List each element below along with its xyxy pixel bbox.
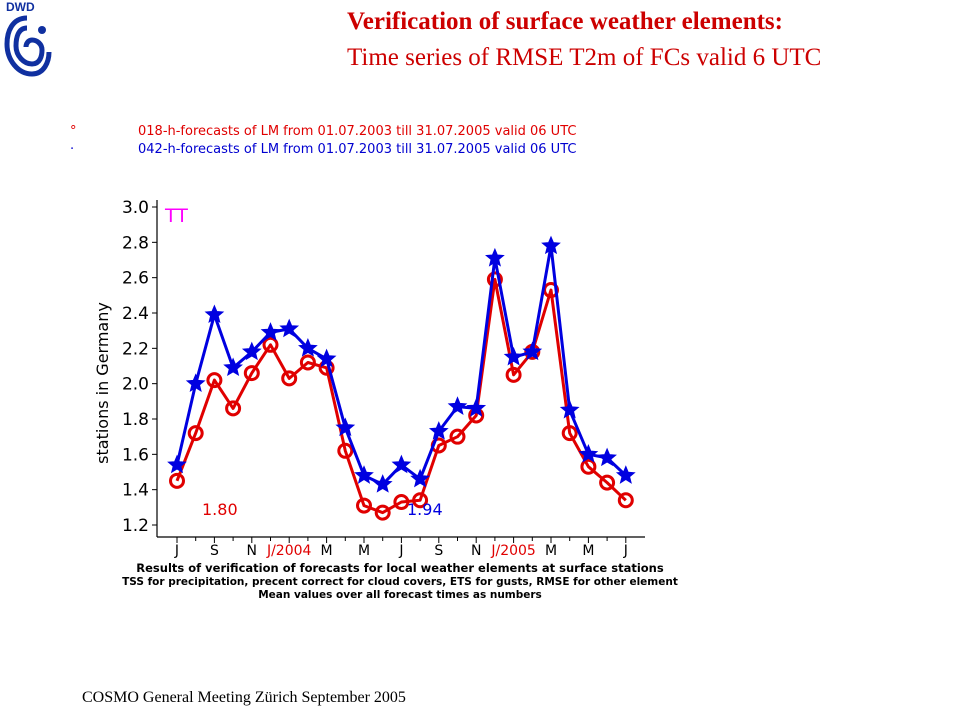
mean-label-042h: 1.94: [407, 500, 443, 519]
data-point-star: [372, 474, 393, 493]
data-point-circle: [505, 366, 522, 383]
data-point-star: [279, 318, 300, 338]
data-point-circle: [599, 474, 616, 491]
x-tick-label: S: [210, 543, 219, 559]
data-point-circle: [262, 336, 279, 353]
data-point-star: [410, 468, 430, 488]
y-tick-label: 2.0: [122, 375, 149, 395]
y-tick-label: 2.8: [122, 233, 149, 253]
chart-caption-line: Results of verification of forecasts for…: [136, 561, 664, 575]
chart-caption-line: TSS for precipitation, precent correct f…: [122, 576, 678, 588]
y-tick-label: 3.0: [122, 198, 149, 218]
data-point-circle: [449, 428, 466, 445]
y-tick-label: 1.2: [122, 516, 149, 536]
chart-caption-line: Mean values over all forecast times as n…: [258, 589, 542, 601]
x-tick-label: M: [545, 543, 557, 559]
data-point-star: [167, 454, 187, 474]
data-point-circle: [543, 282, 559, 299]
data-point-circle: [187, 425, 204, 442]
data-point-star: [578, 443, 599, 463]
x-tick-label: N: [471, 543, 481, 559]
element-label: TT: [164, 205, 188, 227]
page-title: Verification of surface weather elements…: [347, 8, 783, 35]
y-tick-label: 1.6: [122, 445, 149, 465]
data-point-circle: [412, 492, 429, 509]
x-tick-label: M: [358, 543, 370, 559]
data-point-circle: [617, 492, 634, 509]
data-point-circle: [374, 504, 391, 521]
y-tick-label: 2.6: [122, 269, 149, 289]
data-point-circle: [430, 437, 447, 454]
data-point-circle: [524, 343, 541, 360]
y-tick-label: 2.4: [122, 304, 149, 324]
data-point-circle: [561, 425, 578, 442]
data-point-circle: [169, 472, 185, 489]
data-point-star: [335, 417, 356, 437]
dwd-logo: [2, 0, 52, 80]
series-line: [175, 244, 627, 486]
data-point-star: [391, 454, 412, 474]
x-tick-label: J/2005: [490, 543, 535, 559]
data-point-circle: [318, 359, 335, 376]
legend-label-042h: 042-h-forecasts of LM from 01.07.2003 ti…: [138, 142, 577, 157]
data-point-circle: [356, 497, 372, 514]
data-point-star: [316, 348, 337, 368]
data-point-star: [354, 465, 374, 484]
data-point-star: [447, 396, 468, 415]
data-point-star: [485, 247, 505, 267]
x-tick-label: M: [582, 543, 594, 559]
data-point-star: [223, 357, 243, 377]
series-line: [175, 277, 627, 515]
data-point-star: [428, 421, 449, 440]
data-point-circle: [225, 400, 242, 417]
data-point-star: [185, 373, 206, 392]
data-point-star: [503, 346, 524, 366]
x-tick-label: J: [398, 543, 403, 559]
data-point-circle: [486, 271, 503, 288]
data-point-circle: [206, 372, 223, 389]
data-point-circle: [243, 365, 260, 382]
data-point-circle: [299, 354, 316, 371]
y-tick-label: 1.4: [122, 481, 149, 501]
data-point-circle: [337, 442, 354, 459]
footer-text: COSMO General Meeting Zürich September 2…: [82, 689, 406, 706]
data-point-circle: [580, 458, 597, 475]
data-point-circle: [468, 407, 485, 424]
legend-entry-042h: · 042-h-forecasts of LM from 01.07.2003 …: [70, 142, 576, 157]
data-point-star: [298, 337, 318, 357]
data-point-star: [597, 447, 617, 467]
legend-label-018h: 018-h-forecasts of LM from 01.07.2003 ti…: [138, 124, 577, 139]
page-subtitle: Time series of RMSE T2m of FCs valid 6 U…: [347, 44, 822, 71]
data-point-star: [541, 235, 561, 255]
data-point-star: [204, 304, 225, 324]
data-point-star: [466, 398, 487, 417]
series-018h: [169, 271, 634, 521]
data-point-circle: [393, 494, 410, 511]
series-042h: [167, 235, 636, 493]
data-point-star: [260, 322, 281, 341]
data-point-star: [522, 341, 543, 361]
x-tick-label: J/2004: [266, 543, 312, 559]
data-point-star: [559, 399, 580, 419]
y-tick-label: 2.2: [122, 339, 149, 359]
y-tick-label: 1.8: [122, 410, 149, 430]
data-point-star: [615, 465, 636, 484]
y-axis-label: stations in Germany: [93, 302, 112, 464]
data-point-circle: [281, 370, 298, 387]
x-tick-label: M: [321, 543, 333, 559]
legend-marker-star: ·: [70, 142, 75, 157]
x-tick-label: S: [434, 543, 443, 559]
mean-label-018h: 1.80: [202, 500, 238, 519]
logo-text: DWD: [6, 0, 35, 14]
dwd-logo-icon: [4, 15, 52, 77]
x-tick-label: N: [247, 543, 257, 559]
legend-marker-circle: °: [70, 124, 77, 139]
x-tick-label: J: [174, 543, 179, 559]
legend-entry-018h: ° 018-h-forecasts of LM from 01.07.2003 …: [70, 124, 576, 139]
data-point-star: [241, 341, 262, 361]
x-tick-label: J: [623, 543, 628, 559]
